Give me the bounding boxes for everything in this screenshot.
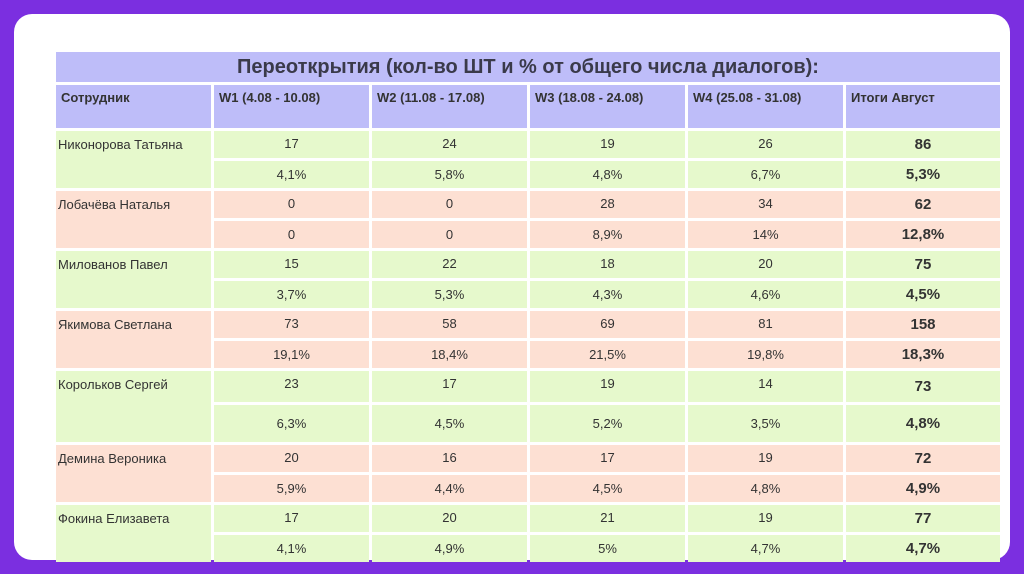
employee-name: Никонорова Татьяна: [56, 131, 211, 188]
employee-name: Лобачёва Наталья: [56, 191, 211, 248]
count-cell: 17: [214, 505, 369, 532]
percent-cell: 6,3%: [214, 405, 369, 442]
count-cell: 20: [214, 445, 369, 472]
percent-cell: 21,5%: [530, 341, 685, 368]
percent-cell: 4,1%: [214, 161, 369, 188]
percent-cell: 5,3%: [372, 281, 527, 308]
count-cell: 17: [530, 445, 685, 472]
employee-name: Фокина Елизавета: [56, 505, 211, 562]
percent-cell: 3,5%: [688, 405, 843, 442]
count-total-cell: 158: [846, 311, 1000, 338]
percent-cell: 5,2%: [530, 405, 685, 442]
percent-cell: 4,7%: [688, 535, 843, 562]
count-cell: 28: [530, 191, 685, 218]
percent-cell: 4,9%: [372, 535, 527, 562]
header-total: Итоги Август: [846, 85, 1000, 128]
percent-cell: 4,5%: [372, 405, 527, 442]
reopenings-table: Переоткрытия (кол-во ШТ и % от общего чи…: [56, 52, 1000, 562]
percent-cell: 5,8%: [372, 161, 527, 188]
count-cell: 15: [214, 251, 369, 278]
count-cell: 21: [530, 505, 685, 532]
count-total-cell: 77: [846, 505, 1000, 532]
count-cell: 19: [688, 505, 843, 532]
count-total-cell: 73: [846, 371, 1000, 402]
percent-cell: 4,6%: [688, 281, 843, 308]
table-title: Переоткрытия (кол-во ШТ и % от общего чи…: [56, 52, 1000, 82]
count-total-cell: 62: [846, 191, 1000, 218]
percent-cell: 5,9%: [214, 475, 369, 502]
count-cell: 81: [688, 311, 843, 338]
count-cell: 0: [214, 191, 369, 218]
header-w3: W3 (18.08 - 24.08): [530, 85, 685, 128]
header-w4: W4 (25.08 - 31.08): [688, 85, 843, 128]
count-cell: 22: [372, 251, 527, 278]
count-cell: 20: [372, 505, 527, 532]
count-cell: 20: [688, 251, 843, 278]
percent-cell: 4,5%: [530, 475, 685, 502]
percent-cell: 4,8%: [688, 475, 843, 502]
percent-cell: 0: [214, 221, 369, 248]
percent-cell: 19,8%: [688, 341, 843, 368]
percent-cell: 5%: [530, 535, 685, 562]
percent-cell: 19,1%: [214, 341, 369, 368]
percent-cell: 4,4%: [372, 475, 527, 502]
header-w1: W1 (4.08 - 10.08): [214, 85, 369, 128]
percent-total-cell: 12,8%: [846, 221, 1000, 248]
percent-total-cell: 18,3%: [846, 341, 1000, 368]
percent-cell: 3,7%: [214, 281, 369, 308]
count-cell: 58: [372, 311, 527, 338]
percent-total-cell: 4,9%: [846, 475, 1000, 502]
employee-name: Демина Вероника: [56, 445, 211, 502]
count-cell: 19: [530, 371, 685, 402]
percent-total-cell: 5,3%: [846, 161, 1000, 188]
count-cell: 16: [372, 445, 527, 472]
count-cell: 17: [214, 131, 369, 158]
slide-card: Переоткрытия (кол-во ШТ и % от общего чи…: [14, 14, 1010, 562]
percent-cell: 4,3%: [530, 281, 685, 308]
count-cell: 19: [530, 131, 685, 158]
percent-cell: 4,1%: [214, 535, 369, 562]
count-cell: 0: [372, 191, 527, 218]
count-cell: 26: [688, 131, 843, 158]
count-cell: 14: [688, 371, 843, 402]
count-total-cell: 86: [846, 131, 1000, 158]
count-cell: 23: [214, 371, 369, 402]
percent-cell: 6,7%: [688, 161, 843, 188]
percent-total-cell: 4,8%: [846, 405, 1000, 442]
employee-name: Милованов Павел: [56, 251, 211, 308]
percent-total-cell: 4,5%: [846, 281, 1000, 308]
percent-cell: 14%: [688, 221, 843, 248]
count-total-cell: 75: [846, 251, 1000, 278]
employee-name: Якимова Светлана: [56, 311, 211, 368]
count-cell: 17: [372, 371, 527, 402]
count-cell: 73: [214, 311, 369, 338]
count-cell: 24: [372, 131, 527, 158]
count-cell: 69: [530, 311, 685, 338]
count-total-cell: 72: [846, 445, 1000, 472]
percent-cell: 8,9%: [530, 221, 685, 248]
count-cell: 18: [530, 251, 685, 278]
count-cell: 19: [688, 445, 843, 472]
percent-cell: 0: [372, 221, 527, 248]
percent-cell: 4,8%: [530, 161, 685, 188]
count-cell: 34: [688, 191, 843, 218]
header-w2: W2 (11.08 - 17.08): [372, 85, 527, 128]
percent-total-cell: 4,7%: [846, 535, 1000, 562]
employee-name: Корольков Сергей: [56, 371, 211, 442]
percent-cell: 18,4%: [372, 341, 527, 368]
header-employee: Сотрудник: [56, 85, 211, 128]
